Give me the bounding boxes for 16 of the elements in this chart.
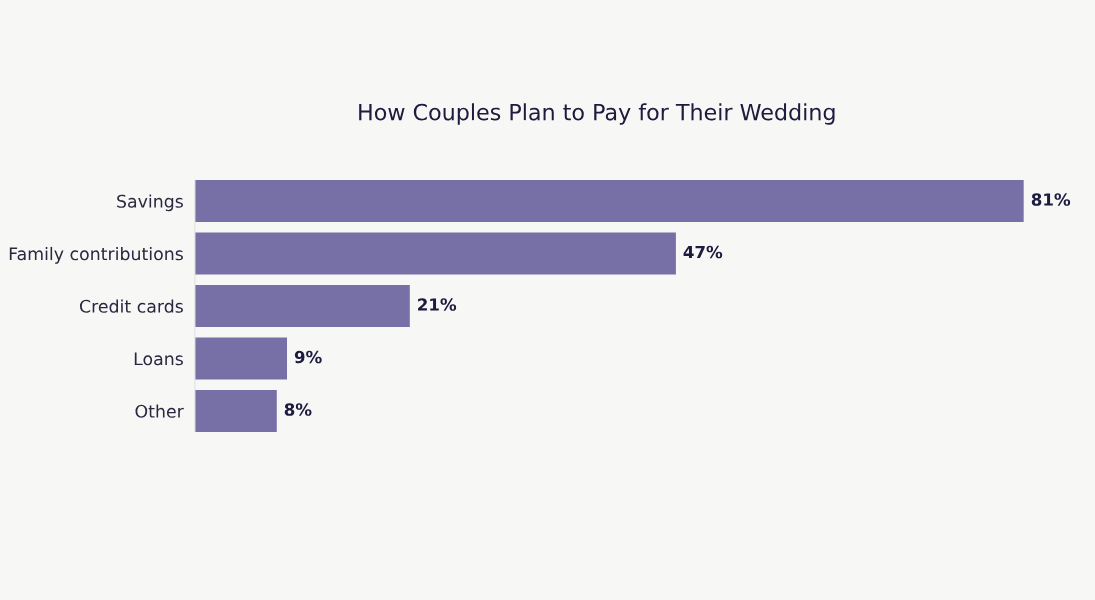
bar [194,337,288,380]
bar [194,180,1024,222]
y-tick-label: Credit cards [79,299,183,313]
y-tick-label: Family contributions [9,246,183,264]
data-label: 8% [284,403,312,416]
y-tick-label: Savings [117,194,183,212]
chart-title: How Couples Plan to Pay for Their Wedding [359,103,835,125]
data-label: 47% [683,245,723,259]
y-tick-label: Loans [134,352,183,366]
y-tick-label: Other [135,404,184,418]
data-label: 9% [294,350,322,364]
bar [194,390,277,432]
bar [194,232,676,275]
data-label: 81% [1031,193,1071,206]
data-label: 21% [418,298,457,311]
bar [194,285,410,327]
